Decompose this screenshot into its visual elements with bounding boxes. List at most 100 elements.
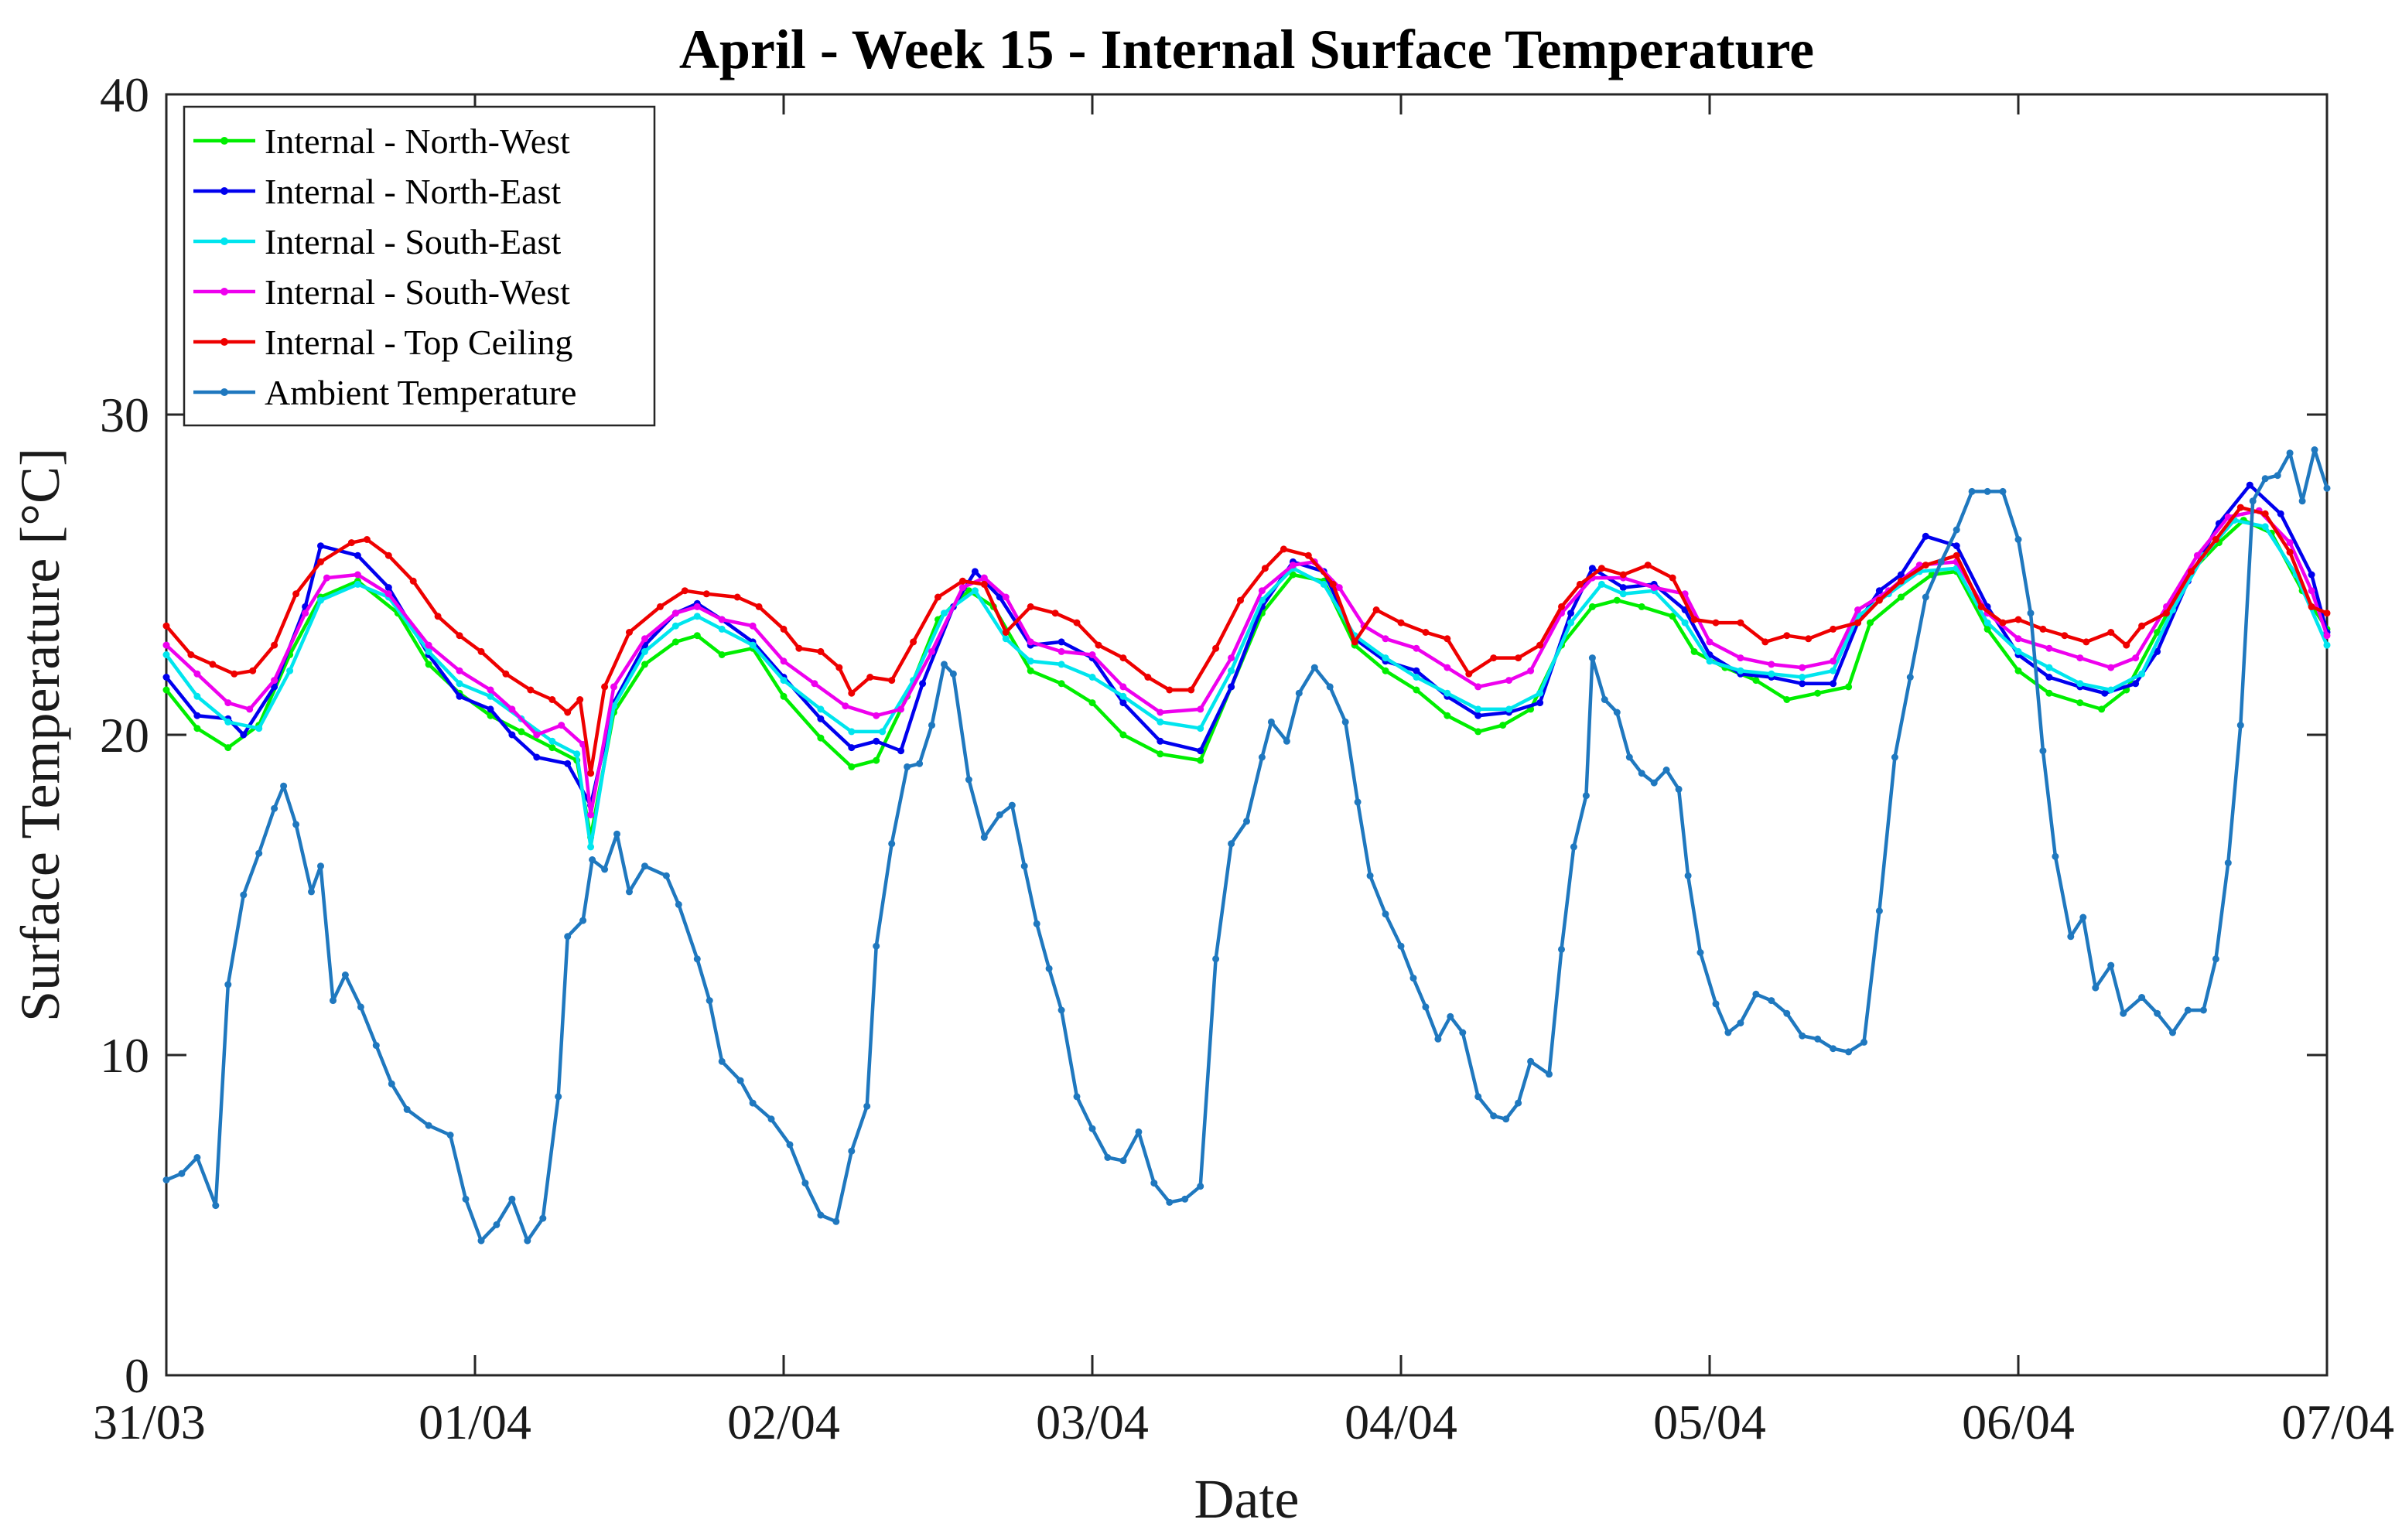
data-point	[502, 670, 510, 678]
data-point	[693, 613, 701, 620]
data-point	[1320, 580, 1327, 588]
data-point	[1567, 610, 1574, 617]
data-point	[2045, 689, 2053, 697]
data-point	[2193, 551, 2201, 559]
data-point	[456, 632, 463, 640]
series-line	[165, 505, 2328, 775]
data-point	[2261, 510, 2269, 517]
data-point	[1597, 565, 1605, 572]
data-point	[162, 641, 170, 649]
data-point	[1474, 728, 1482, 736]
data-point	[576, 696, 584, 703]
data-point	[1662, 767, 1670, 773]
data-point	[1588, 654, 1596, 662]
series-line	[165, 518, 2329, 839]
data-point	[224, 744, 232, 752]
data-point	[1057, 680, 1065, 688]
data-point	[224, 699, 232, 707]
data-point	[1783, 696, 1791, 703]
x-tick-label: 01/04	[419, 1395, 531, 1450]
data-point	[2224, 859, 2232, 867]
data-point	[1397, 619, 1405, 627]
data-point	[2052, 852, 2059, 860]
data-point	[873, 712, 880, 719]
data-point	[1310, 664, 1318, 671]
data-point	[2076, 699, 2084, 707]
data-point	[548, 696, 556, 703]
data-point	[1684, 872, 1692, 879]
data-point	[1447, 1012, 1454, 1020]
data-point	[2212, 536, 2219, 543]
data-point	[1845, 683, 1853, 691]
data-point	[1095, 641, 1102, 649]
data-point	[1366, 872, 1374, 879]
data-point	[425, 1122, 432, 1129]
data-point	[2107, 664, 2115, 671]
data-point	[587, 811, 595, 818]
data-point	[2323, 484, 2331, 492]
data-point	[749, 622, 757, 630]
data-point	[533, 731, 541, 739]
data-point	[1597, 580, 1605, 588]
data-point	[656, 603, 664, 610]
data-point	[2286, 548, 2294, 556]
data-point	[1280, 545, 1287, 553]
data-point	[286, 667, 294, 674]
data-point	[1867, 619, 1874, 627]
data-point	[1675, 785, 1683, 793]
data-point	[1638, 603, 1645, 610]
data-point	[811, 680, 818, 688]
data-point	[681, 587, 688, 595]
data-point	[1474, 705, 1482, 713]
data-point	[2138, 670, 2146, 678]
data-point	[564, 709, 572, 716]
data-point	[1999, 487, 2007, 495]
data-point	[1119, 731, 1127, 739]
data-point	[292, 821, 300, 828]
data-point	[671, 638, 679, 646]
data-point	[354, 551, 361, 559]
data-point	[1088, 674, 1096, 681]
data-point	[2076, 680, 2084, 688]
data-point	[1690, 647, 1698, 655]
data-point	[1088, 699, 1096, 707]
data-point	[1027, 657, 1034, 665]
data-point	[1638, 770, 1645, 777]
data-point	[2277, 510, 2284, 517]
data-point	[2014, 635, 2022, 643]
data-point	[1570, 843, 1577, 851]
data-point	[626, 888, 633, 896]
data-point	[271, 677, 278, 685]
y-tick-label: 30	[100, 388, 149, 442]
data-point	[493, 1221, 501, 1228]
legend-item: Internal - South-West	[193, 272, 570, 312]
x-axis-label: Date	[1194, 1468, 1300, 1530]
data-point	[477, 1237, 485, 1245]
data-point	[888, 840, 896, 848]
data-point	[1119, 683, 1127, 691]
axis-ticks: 0 10 20 30 40 31/03 01/04 02/04 03/04 04/04 05/04 0…	[93, 67, 2394, 1450]
data-point	[1681, 619, 1689, 627]
data-point	[1752, 677, 1760, 685]
data-point	[2138, 994, 2146, 1001]
data-point	[1057, 647, 1065, 655]
data-point	[548, 744, 556, 752]
data-point	[1135, 1128, 1143, 1135]
data-point	[817, 705, 825, 713]
data-point	[508, 705, 516, 713]
series-internal-north-west	[162, 517, 2331, 841]
legend-label: Internal - South-East	[265, 222, 561, 261]
series-ambient-temperature	[162, 446, 2331, 1245]
data-point	[1341, 718, 1349, 726]
data-point	[1613, 709, 1621, 716]
data-point	[1576, 580, 1584, 588]
legend-swatch-marker	[220, 187, 228, 195]
data-point	[425, 661, 432, 668]
data-point	[384, 551, 392, 559]
data-point	[1830, 680, 1837, 688]
data-point	[357, 1003, 364, 1011]
data-point	[1768, 997, 1775, 1005]
data-point	[2107, 629, 2115, 636]
x-tick-label: 31/03	[93, 1395, 206, 1450]
